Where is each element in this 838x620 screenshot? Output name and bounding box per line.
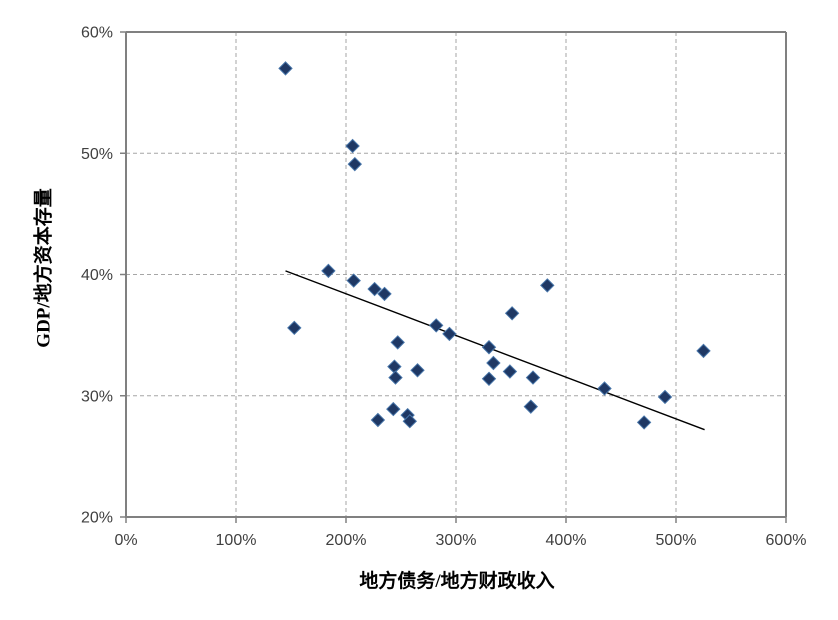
- data-point-marker: [486, 355, 501, 371]
- data-point-marker: [345, 138, 360, 154]
- data-point-marker: [657, 389, 673, 405]
- data-point-marker: [390, 335, 405, 350]
- x-tick-label: 200%: [326, 532, 367, 549]
- data-point-marker: [502, 364, 518, 379]
- x-tick-label: 300%: [436, 532, 477, 549]
- data-point-marker: [377, 286, 392, 302]
- data-point-marker: [278, 61, 293, 76]
- data-point-marker: [410, 363, 425, 378]
- data-point-marker: [402, 414, 418, 429]
- data-point-marker: [388, 370, 403, 385]
- data-point-marker: [387, 359, 402, 374]
- data-point-marker: [347, 156, 363, 172]
- data-point-marker: [525, 370, 541, 385]
- y-tick-label: 60%: [81, 25, 113, 42]
- x-tick-label: 600%: [766, 532, 807, 549]
- data-point-marker: [287, 320, 302, 336]
- data-point-marker: [428, 318, 444, 333]
- data-point-marker: [504, 306, 520, 321]
- y-axis-title: GDP/地方资本存量: [33, 188, 55, 348]
- x-tick-label: 100%: [216, 532, 257, 549]
- data-point-marker: [481, 371, 497, 386]
- data-point-marker: [523, 399, 539, 414]
- y-tick-label: 50%: [81, 146, 113, 163]
- x-tick-label: 500%: [656, 532, 697, 549]
- x-tick-label: 0%: [114, 532, 137, 549]
- data-point-marker: [367, 281, 382, 297]
- data-point-marker: [386, 401, 401, 417]
- y-tick-label: 20%: [81, 510, 113, 527]
- data-point-marker: [321, 263, 336, 279]
- data-point-marker: [696, 343, 711, 359]
- x-tick-label: 400%: [546, 532, 587, 549]
- data-point-marker: [597, 381, 612, 396]
- data-point-marker: [481, 340, 497, 355]
- data-point-marker: [370, 412, 386, 428]
- data-point-marker: [540, 278, 555, 293]
- data-point-marker: [636, 415, 652, 430]
- data-point-marker: [346, 273, 361, 288]
- x-axis-title: 地方债务/地方财政收入: [359, 571, 555, 592]
- y-tick-label: 40%: [81, 267, 113, 284]
- data-point-marker: [442, 326, 457, 342]
- y-tick-label: 30%: [81, 388, 113, 405]
- trend-line: [285, 270, 705, 431]
